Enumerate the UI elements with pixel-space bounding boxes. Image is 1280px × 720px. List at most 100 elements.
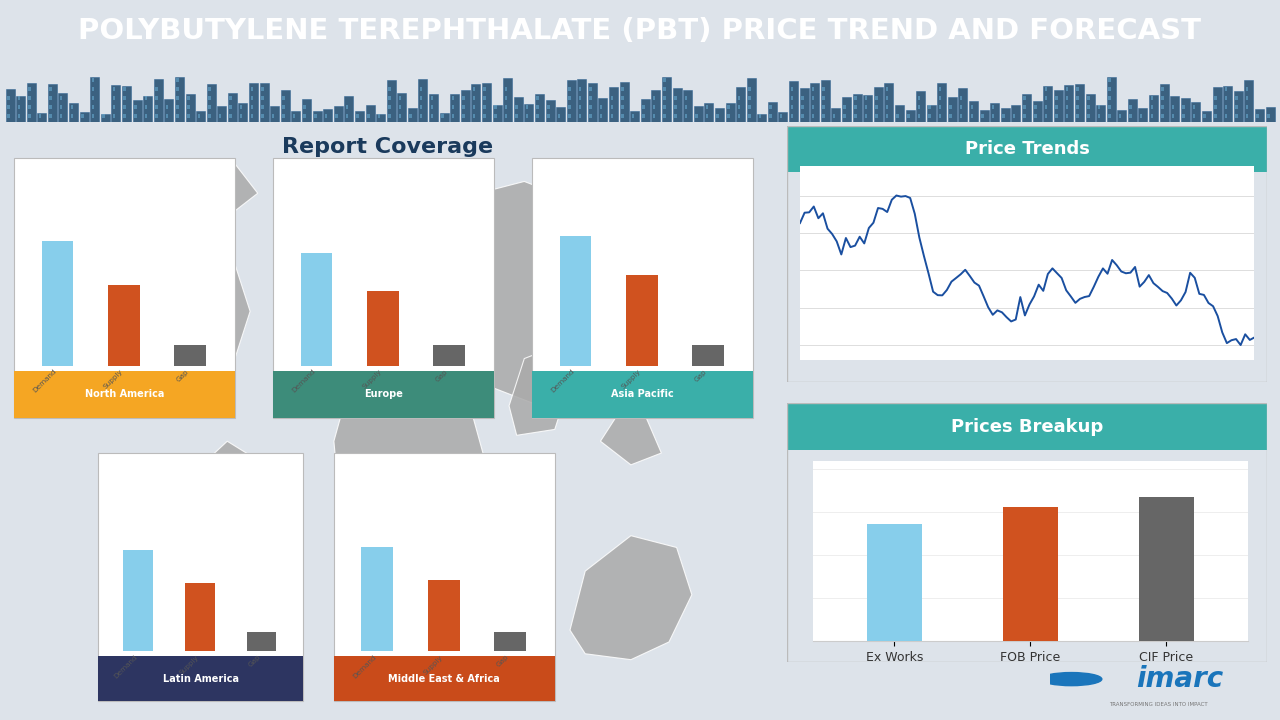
Bar (1044, 86, 1047, 91)
Bar (611, 105, 613, 109)
Bar (376, 114, 385, 122)
Bar (292, 111, 301, 122)
Bar (387, 81, 396, 122)
Bar (42, 241, 73, 366)
Bar (399, 96, 401, 100)
Bar (567, 80, 576, 122)
Bar (758, 114, 767, 122)
Text: Price Trends: Price Trends (965, 140, 1089, 158)
Bar (472, 105, 475, 109)
Bar (484, 114, 486, 118)
Bar (1024, 114, 1027, 118)
Bar (609, 87, 618, 122)
Bar (484, 86, 486, 91)
Bar (516, 105, 517, 109)
Bar (579, 86, 581, 91)
Bar (452, 105, 454, 109)
Text: Demand: Demand (549, 368, 576, 394)
Bar (991, 103, 1000, 122)
Bar (504, 86, 507, 91)
Bar (589, 86, 591, 91)
Bar (663, 86, 666, 91)
Bar (800, 88, 809, 122)
Bar (675, 114, 677, 118)
Bar (960, 105, 963, 109)
Bar (653, 105, 655, 109)
Bar (1183, 105, 1185, 109)
Bar (1076, 105, 1079, 109)
Bar (408, 108, 417, 122)
Bar (822, 96, 824, 100)
Bar (979, 110, 988, 122)
Bar (399, 105, 401, 109)
Bar (175, 78, 184, 122)
Bar (886, 105, 888, 109)
Bar (780, 114, 782, 118)
Bar (484, 96, 486, 100)
Bar (896, 114, 899, 118)
Bar (536, 96, 539, 100)
Bar (504, 105, 507, 109)
Bar (186, 94, 195, 122)
Bar (1245, 105, 1248, 109)
Bar (1193, 105, 1196, 109)
Bar (526, 114, 529, 118)
Bar (504, 96, 507, 100)
Bar (28, 96, 31, 100)
Bar (5, 89, 14, 122)
Bar (430, 114, 433, 118)
Text: Prices Breakup: Prices Breakup (951, 418, 1103, 436)
Bar (559, 236, 591, 366)
Bar (854, 96, 856, 100)
Text: Report Coverage: Report Coverage (282, 137, 493, 157)
Bar (1180, 98, 1190, 122)
Bar (123, 86, 125, 91)
Bar (1225, 105, 1228, 109)
Bar (388, 114, 390, 118)
Bar (844, 105, 846, 109)
Bar (1055, 96, 1057, 100)
Bar (513, 96, 522, 122)
Bar (1161, 86, 1164, 91)
Bar (314, 114, 316, 118)
Bar (1107, 76, 1116, 122)
Bar (545, 100, 554, 122)
Bar (695, 114, 698, 118)
Bar (92, 86, 95, 91)
Bar (916, 91, 925, 122)
Bar (6, 96, 9, 100)
Bar (791, 86, 794, 91)
Bar (38, 114, 41, 118)
Bar (90, 77, 100, 122)
Bar (238, 103, 247, 122)
Bar (219, 114, 221, 118)
Bar (143, 96, 152, 122)
Bar (92, 105, 95, 109)
Bar (822, 86, 824, 91)
Bar (787, 403, 1267, 450)
Bar (388, 86, 390, 91)
Bar (123, 550, 154, 652)
Bar (992, 105, 995, 109)
Text: Gap: Gap (247, 654, 261, 668)
Bar (1055, 105, 1057, 109)
Bar (992, 114, 995, 118)
Bar (852, 94, 861, 122)
Bar (516, 114, 517, 118)
Bar (895, 105, 904, 122)
Bar (969, 101, 978, 122)
Bar (229, 96, 232, 100)
Bar (959, 88, 968, 122)
Bar (812, 105, 814, 109)
Bar (1149, 95, 1158, 122)
Bar (726, 103, 735, 122)
Bar (525, 104, 534, 122)
Bar (484, 105, 486, 109)
Polygon shape (600, 418, 662, 465)
Polygon shape (433, 181, 669, 406)
Bar (1108, 96, 1111, 100)
Bar (187, 105, 189, 109)
Bar (60, 105, 63, 109)
Bar (361, 547, 393, 652)
Bar (472, 114, 475, 118)
